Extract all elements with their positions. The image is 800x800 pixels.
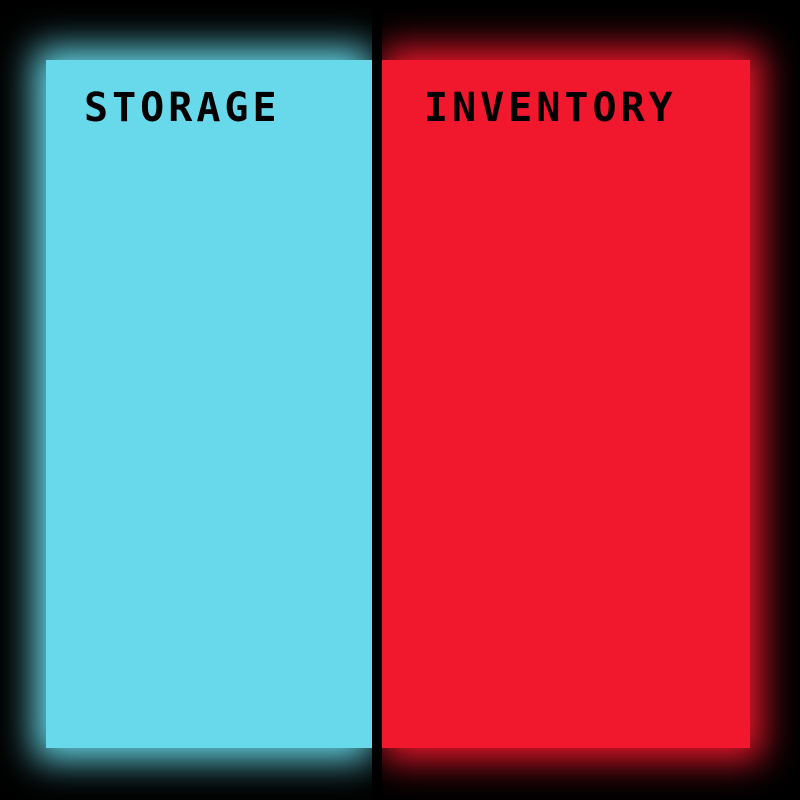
inventory-panel[interactable]: INVENTORY bbox=[382, 0, 800, 800]
storage-panel-body[interactable] bbox=[46, 60, 372, 748]
panel-divider bbox=[372, 0, 382, 800]
storage-title: STORAGE bbox=[84, 85, 281, 131]
inventory-panel-body[interactable] bbox=[382, 60, 750, 748]
inventory-title: INVENTORY bbox=[424, 85, 677, 131]
storage-panel[interactable]: STORAGE bbox=[0, 0, 372, 800]
